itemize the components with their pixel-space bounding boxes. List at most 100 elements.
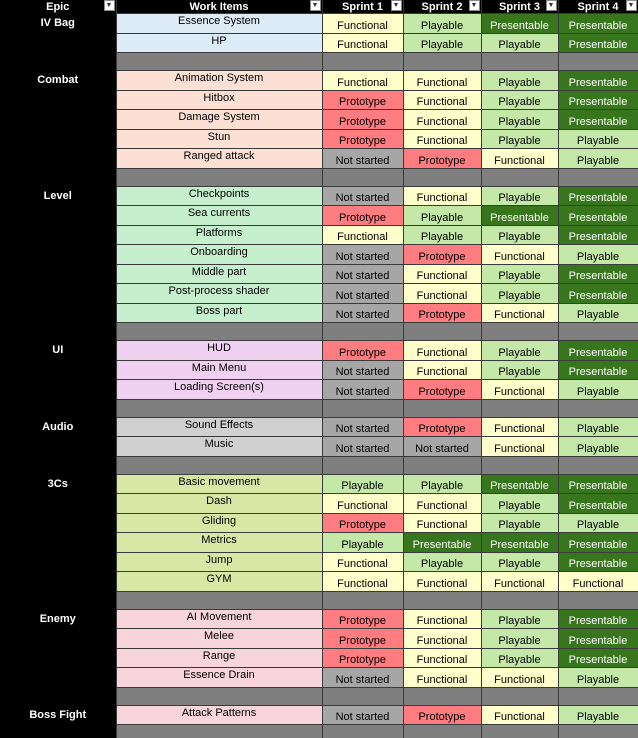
status-cell: Presentable xyxy=(402,532,482,553)
epic-cell xyxy=(0,283,116,303)
item-row: Main Menu Not started Functional Playable Pr… xyxy=(0,359,638,380)
separator-cell xyxy=(480,590,559,610)
column-title: Epic xyxy=(46,0,70,13)
status-cell: Prototype xyxy=(402,148,482,169)
column-title: Sprint 1 xyxy=(342,0,383,13)
epic-cell xyxy=(0,687,116,705)
column-header: Sprint 3 ▼ xyxy=(481,0,559,14)
item-row: Level Checkpoints Not started Functional Pla… xyxy=(0,185,638,206)
item-row: Metrics Playable Presentable Presentable Pre… xyxy=(0,532,638,553)
status-cell: Playable xyxy=(402,32,482,53)
status-cell: Presentable xyxy=(557,608,638,629)
epic-cell xyxy=(0,148,116,168)
column-title: Work Items xyxy=(189,0,249,13)
status-cell: Presentable xyxy=(557,185,638,206)
status-cell: Playable xyxy=(480,628,559,649)
status-cell: Playable xyxy=(480,340,559,361)
epic-cell xyxy=(0,532,116,552)
work-item: HUD xyxy=(115,340,323,361)
filter-button[interactable]: ▼ xyxy=(103,0,115,11)
status-cell: Not started xyxy=(321,185,404,206)
work-item: Main Menu xyxy=(115,359,323,380)
epic-cell xyxy=(0,90,116,110)
status-cell: Presentable xyxy=(557,263,638,284)
item-row: IV Bag Essence System Functional Playable Pr… xyxy=(0,13,638,34)
item-row: Boss Fight Attack Patterns Not started Prot… xyxy=(0,704,638,725)
filter-button[interactable]: ▼ xyxy=(468,0,480,11)
epic-cell xyxy=(0,33,116,53)
status-cell: Functional xyxy=(480,379,559,400)
separator-cell xyxy=(480,455,559,475)
status-cell: Functional xyxy=(480,704,559,725)
status-cell: Playable xyxy=(557,128,638,149)
item-row: Hitbox Prototype Functional Playable Present… xyxy=(0,89,638,110)
epic-cell xyxy=(0,168,116,186)
work-item: Checkpoints xyxy=(115,185,323,206)
epic-cell xyxy=(0,456,116,474)
separator-cell xyxy=(557,590,638,610)
separator-cell xyxy=(402,686,482,706)
item-row: UI HUD Prototype Functional Playable Presenta… xyxy=(0,340,638,361)
item-row: Onboarding Not started Prototype Functional… xyxy=(0,244,638,265)
separator-cell xyxy=(557,167,638,187)
separator-cell xyxy=(402,322,482,341)
work-item: Platforms xyxy=(115,224,323,245)
status-cell: Playable xyxy=(480,608,559,629)
work-item: AI Movement xyxy=(115,608,323,629)
item-row: Stun Prototype Functional Playable Playable xyxy=(0,128,638,149)
status-cell: Playable xyxy=(480,512,559,533)
epic-cell xyxy=(0,52,116,71)
separator-cell xyxy=(402,724,482,738)
item-row: Dash Functional Functional Playable Presenta… xyxy=(0,493,638,514)
separator-cell xyxy=(402,167,482,187)
separator-cell xyxy=(480,52,559,71)
status-cell: Presentable xyxy=(480,532,559,553)
status-cell: Prototype xyxy=(402,302,482,323)
item-row: Enemy AI Movement Prototype Functional Playa… xyxy=(0,608,638,629)
filter-button[interactable]: ▼ xyxy=(545,0,557,11)
epic-cell xyxy=(0,724,116,738)
epic-cell xyxy=(0,552,116,572)
item-row: Melee Prototype Functional Playable Presenta… xyxy=(0,628,638,649)
status-cell: Functional xyxy=(402,89,482,110)
status-cell: Prototype xyxy=(321,608,404,629)
status-cell: Presentable xyxy=(557,532,638,553)
status-cell: Functional xyxy=(321,493,404,514)
column-header: Sprint 2 ▼ xyxy=(403,0,482,14)
status-cell: Functional xyxy=(321,70,404,91)
status-cell: Functional xyxy=(480,416,559,437)
item-row: 3Cs Basic movement Playable Playable Present… xyxy=(0,473,638,494)
separator-cell xyxy=(115,52,323,71)
status-cell: Prototype xyxy=(321,89,404,110)
epic-cell xyxy=(0,493,116,513)
status-cell: Playable xyxy=(402,224,482,245)
epic-cell xyxy=(0,591,116,609)
status-cell: Functional xyxy=(402,283,482,304)
work-item: Boss part xyxy=(115,302,323,323)
epic-cell xyxy=(0,628,116,648)
separator-cell xyxy=(321,686,404,706)
filter-button[interactable]: ▼ xyxy=(390,0,402,11)
work-item: Jump xyxy=(115,551,323,572)
status-cell: Presentable xyxy=(557,551,638,572)
status-cell: Playable xyxy=(557,436,638,457)
separator-cell xyxy=(115,590,323,610)
status-cell: Not started xyxy=(321,359,404,380)
status-cell: Presentable xyxy=(557,493,638,514)
filter-button[interactable]: ▼ xyxy=(625,0,637,11)
item-row: Platforms Functional Playable Playable Prese… xyxy=(0,224,638,245)
status-cell: Prototype xyxy=(321,128,404,149)
filter-button[interactable]: ▼ xyxy=(309,0,321,11)
status-cell: Prototype xyxy=(402,416,482,437)
separator-row xyxy=(0,167,638,187)
status-cell: Prototype xyxy=(402,379,482,400)
work-item: Sea currents xyxy=(115,205,323,226)
separator-cell xyxy=(480,398,559,418)
status-cell: Not started xyxy=(321,244,404,265)
status-cell: Functional xyxy=(480,571,559,592)
epic-cell xyxy=(0,399,116,417)
work-item: Loading Screen(s) xyxy=(115,379,323,400)
status-cell: Playable xyxy=(480,224,559,245)
status-cell: Prototype xyxy=(321,205,404,226)
epic-cell xyxy=(0,436,116,456)
